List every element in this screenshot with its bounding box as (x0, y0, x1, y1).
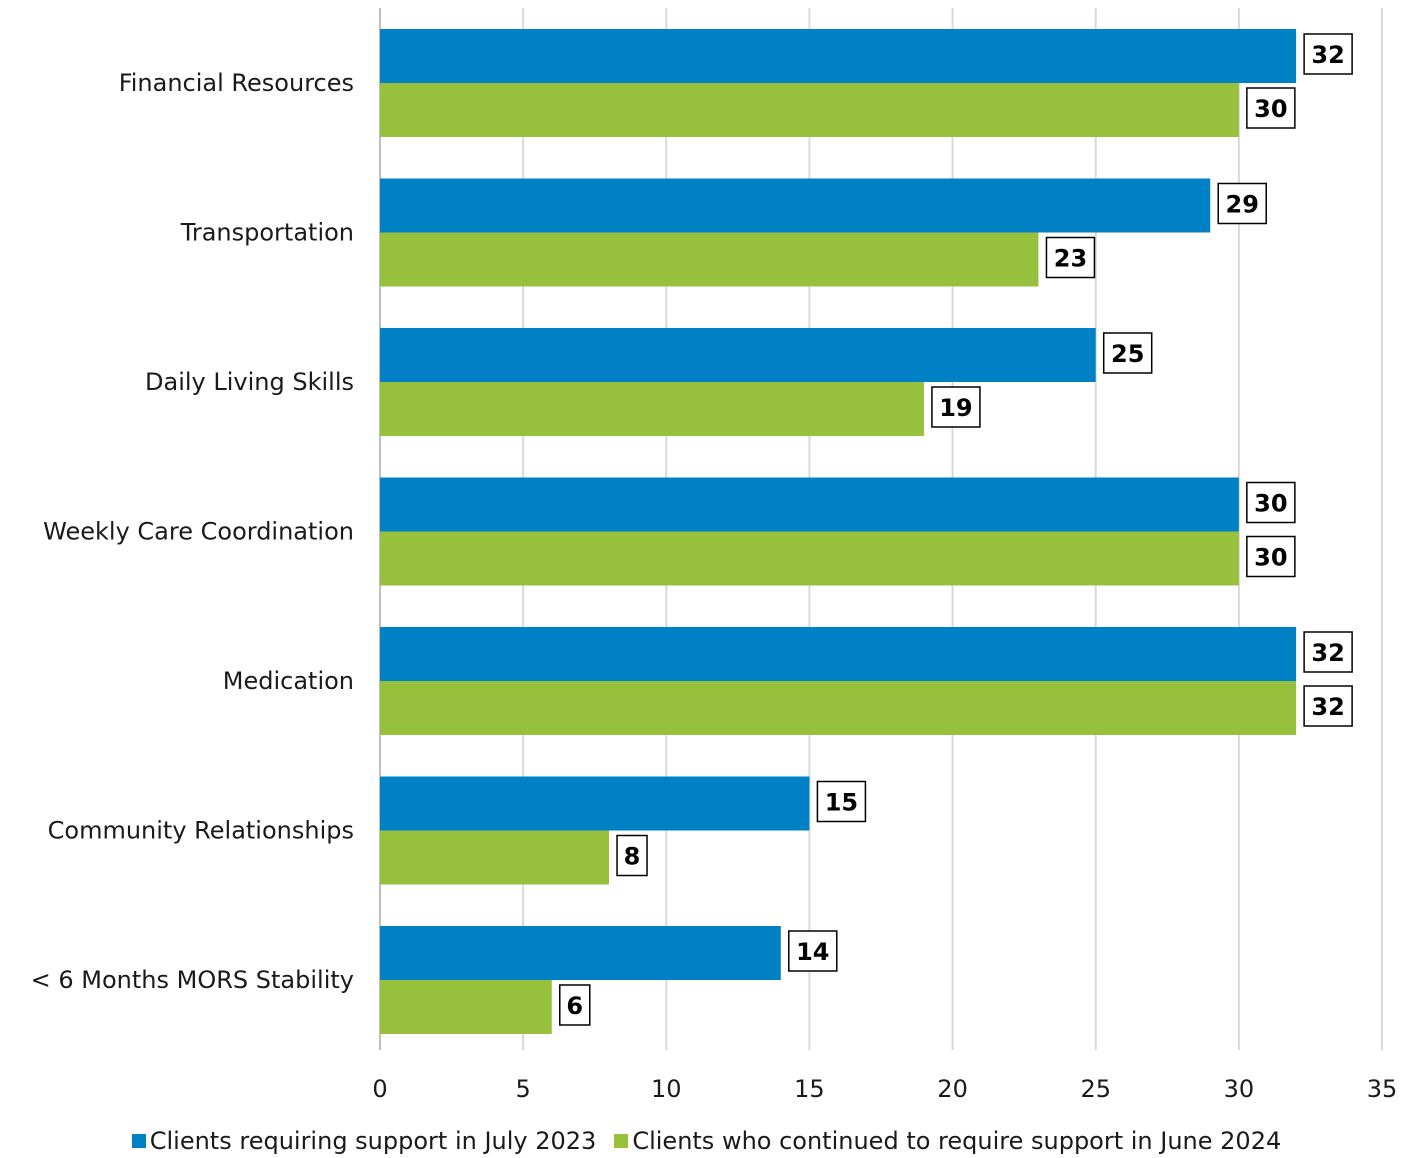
x-tick-label: 10 (651, 1075, 682, 1103)
data-label: 29 (1226, 191, 1259, 219)
data-label: 8 (624, 843, 641, 871)
legend: Clients requiring support in July 2023 C… (0, 1124, 1413, 1158)
bar (380, 627, 1297, 681)
data-label: 30 (1254, 95, 1287, 123)
bar-chart: 32 30 29 23 25 19 30 30 32 32 15 8 14 6 Financial Res… (31, 8, 1397, 1103)
bar (380, 328, 1096, 382)
category-label: < 6 Months MORS Stability (31, 966, 354, 994)
data-label: 6 (566, 992, 583, 1020)
bar (380, 178, 1211, 233)
category-labels: Financial Resources Transportation Daily L… (31, 69, 354, 994)
category-label: Financial Resources (119, 69, 354, 97)
data-label: 30 (1254, 490, 1287, 518)
data-labels: 32 30 29 23 25 19 30 30 32 32 15 8 14 6 (559, 33, 1353, 1026)
legend-label: Clients requiring support in July 2023 (149, 1127, 597, 1155)
bar (380, 382, 924, 436)
data-label-box (1303, 33, 1353, 75)
category-label: Community Relationships (48, 817, 354, 845)
bar (380, 980, 552, 1034)
legend-swatch (131, 1134, 146, 1148)
x-tick-label: 35 (1367, 1075, 1398, 1103)
data-label-box (1303, 685, 1353, 727)
x-axis-ticks: 0 5 10 15 20 25 30 35 (372, 1075, 1397, 1103)
x-tick-label: 5 (516, 1075, 531, 1103)
data-label-box (931, 386, 981, 428)
data-label: 25 (1111, 340, 1144, 368)
data-label-box (816, 780, 867, 823)
data-label: 19 (939, 394, 972, 422)
data-label-box (559, 984, 591, 1026)
bar (380, 926, 781, 980)
x-tick-label: 25 (1080, 1075, 1111, 1103)
bar (380, 681, 1297, 735)
legend-label: Clients who continued to require support… (632, 1127, 1282, 1155)
category-label: Daily Living Skills (145, 368, 354, 396)
bar (380, 477, 1239, 532)
x-tick-label: 30 (1224, 1075, 1255, 1103)
x-tick-label: 20 (937, 1075, 968, 1103)
data-label-box (1246, 87, 1296, 129)
data-label: 15 (825, 789, 858, 817)
bar (380, 29, 1297, 83)
legend-item-july-2023: Clients requiring support in July 2023 (131, 1127, 597, 1155)
legend-item-june-2024: Clients who continued to require support… (614, 1127, 1281, 1155)
category-label: Weekly Care Coordination (43, 518, 354, 546)
data-label-box (788, 930, 838, 972)
bar (380, 776, 810, 831)
data-label-box (616, 834, 648, 877)
bar (380, 232, 1039, 287)
data-label: 32 (1311, 639, 1344, 667)
data-label: 14 (796, 938, 829, 966)
bar (380, 531, 1239, 586)
data-label: 23 (1054, 245, 1087, 273)
data-label-box (1246, 535, 1296, 578)
data-label: 32 (1311, 693, 1344, 721)
data-label-box (1246, 481, 1296, 524)
data-label-box (1303, 631, 1353, 673)
bars (380, 29, 1297, 1034)
category-label: Medication (223, 667, 354, 695)
legend-swatch (614, 1134, 629, 1148)
x-tick-label: 15 (794, 1075, 825, 1103)
bar (380, 83, 1239, 137)
category-label: Transportation (180, 219, 354, 247)
data-label: 30 (1254, 544, 1287, 572)
bar (380, 830, 610, 885)
x-tick-label: 0 (372, 1075, 387, 1103)
data-label-box (1217, 182, 1267, 225)
data-label: 32 (1311, 41, 1344, 69)
data-label-box (1045, 236, 1096, 279)
data-label-box (1102, 332, 1153, 374)
